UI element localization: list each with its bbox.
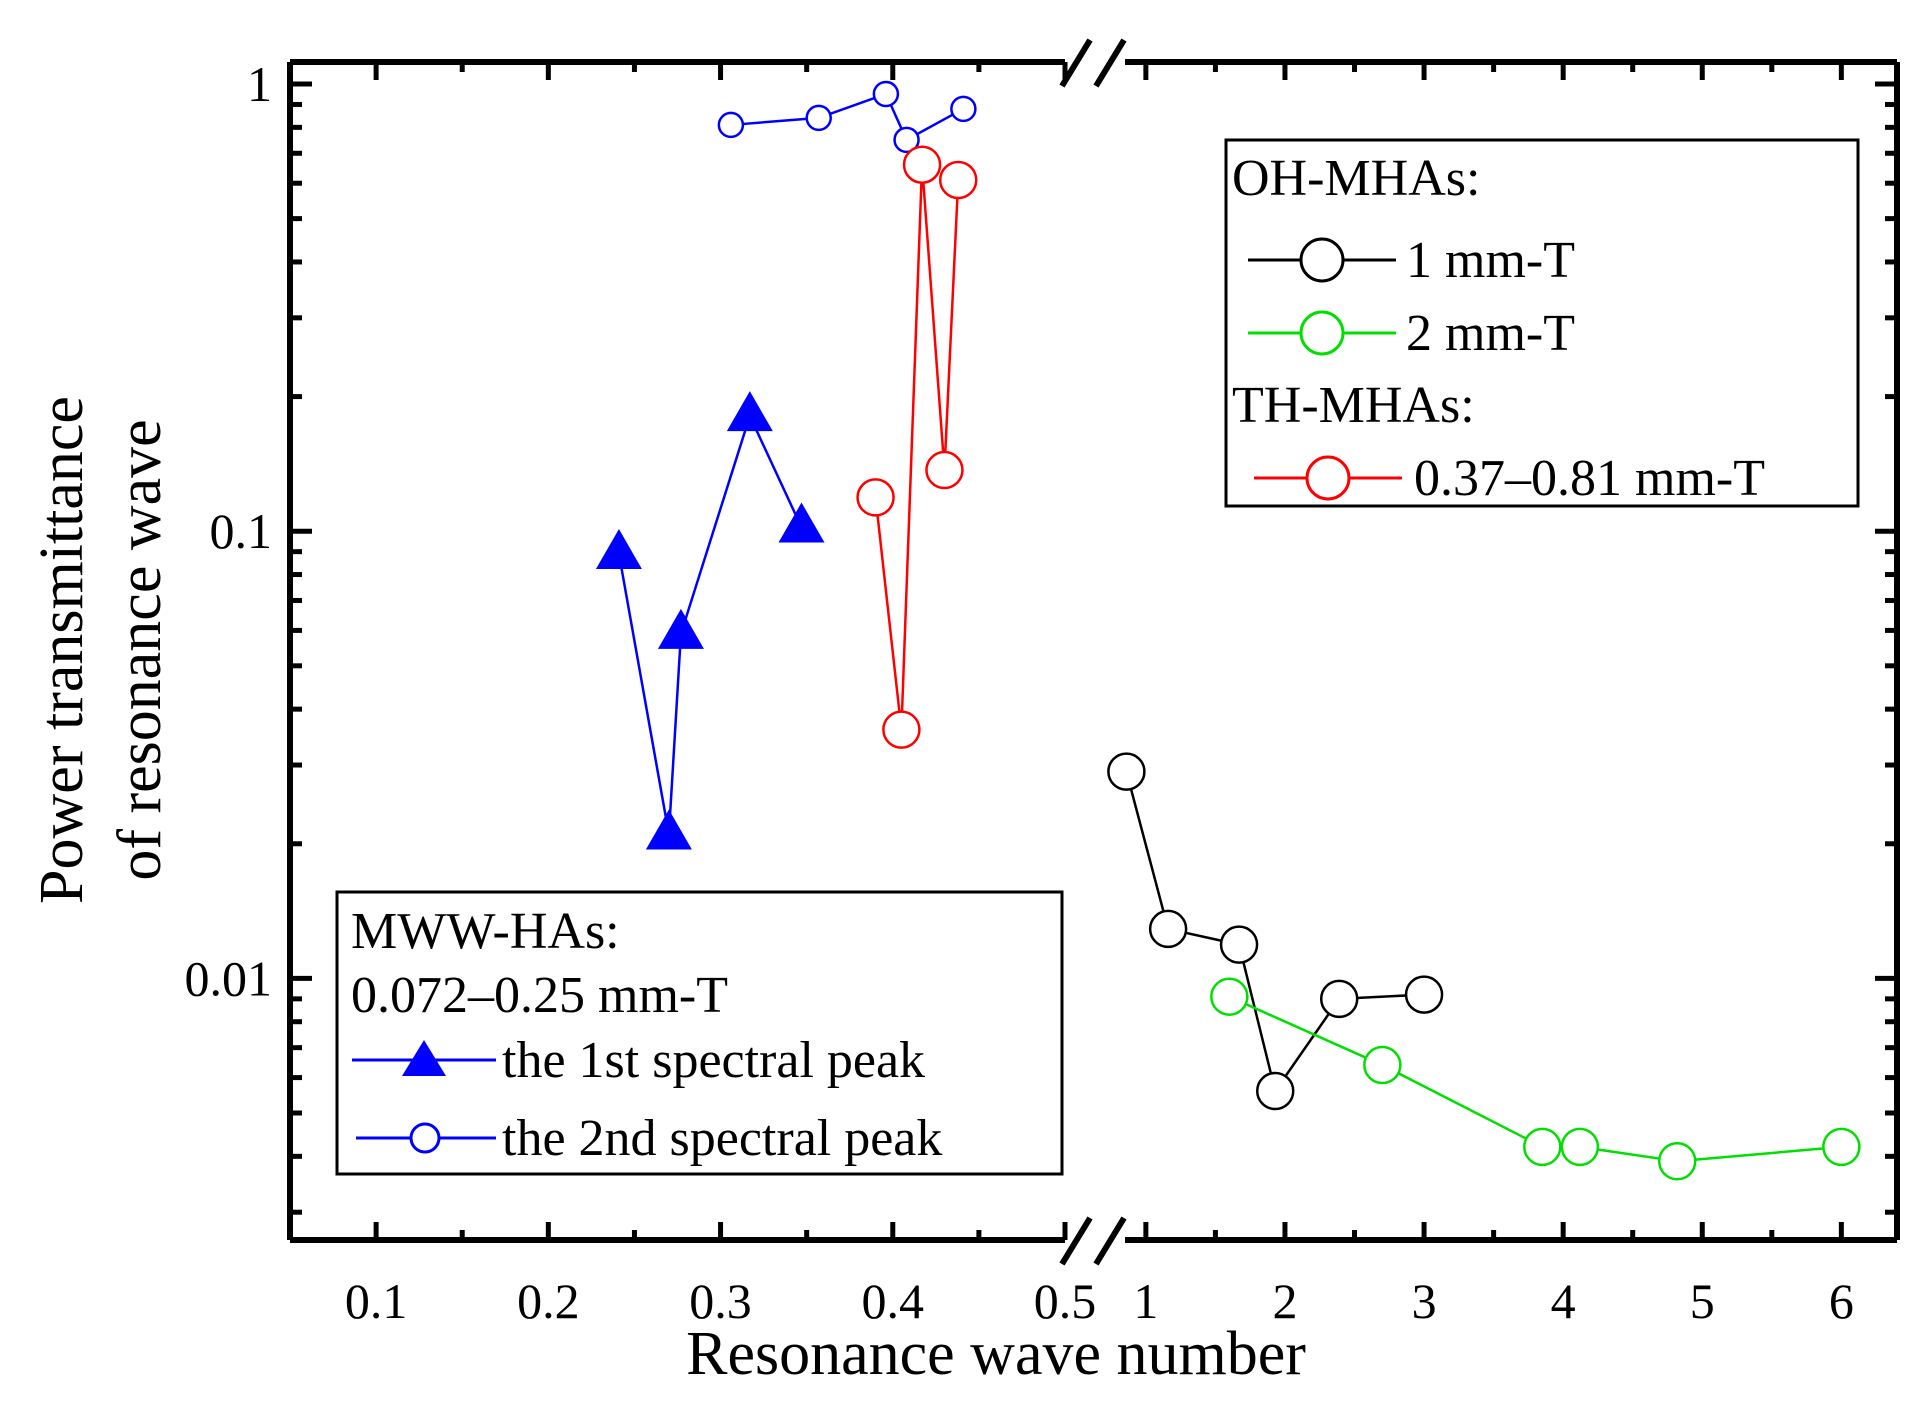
legend-label-2mm: 2 mm-T (1406, 305, 1575, 362)
plot-frame (287, 59, 1900, 1243)
y-tick-label: 0.1 (210, 503, 273, 559)
data-point (1523, 1127, 1562, 1167)
y-tick-label: 0.01 (185, 950, 273, 1006)
series-0-37-0-81-mm-t (856, 145, 978, 749)
legend-marker-1mm (1299, 237, 1345, 283)
legend-marker-2mm (1299, 310, 1345, 356)
legend-label-2nd-peak: the 2nd spectral peak (502, 1110, 942, 1167)
data-point (717, 111, 745, 139)
x-tick-label: 0.2 (517, 1273, 580, 1329)
x-tick-label: 1 (1133, 1273, 1158, 1329)
data-point (893, 126, 920, 154)
data-series (595, 80, 1861, 1181)
legend-label-1st-peak: the 1st spectral peak (502, 1032, 925, 1089)
legend-marker-1st-peak (402, 1040, 446, 1076)
legend-bottom-left: MWW-HAs: 0.072–0.25 mm-T the 1st spectra… (335, 890, 1064, 1176)
x-tick-label: 2 (1272, 1273, 1297, 1329)
series-2-mm-t (1210, 977, 1861, 1181)
x-tick-label: 0.4 (862, 1273, 925, 1329)
legend-heading-mww-has: MWW-HAs: (351, 903, 620, 960)
data-point (1363, 1045, 1402, 1085)
x-tick-label: 0.5 (1034, 1273, 1097, 1329)
legend-marker-2nd-peak (409, 1122, 441, 1154)
legend-heading-range: 0.072–0.25 mm-T (351, 967, 728, 1024)
data-point (595, 529, 642, 570)
x-tick-label: 0.1 (345, 1273, 408, 1329)
data-point (1319, 979, 1359, 1019)
data-point (856, 478, 895, 517)
data-point (1107, 752, 1146, 791)
legend-label-th: 0.37–0.81 mm-T (1414, 450, 1765, 507)
data-point (925, 450, 964, 490)
data-point (657, 608, 704, 649)
axis-ticks (287, 62, 1897, 1240)
series-the-2nd-spectral-peak (717, 80, 977, 154)
data-point (1822, 1127, 1861, 1167)
x-tick-label: 5 (1690, 1273, 1715, 1329)
legend-marker-th (1305, 455, 1351, 501)
series-the-1st-spectral-peak (595, 391, 825, 850)
y-axis-label-line-1: Power transmittance (28, 396, 96, 904)
axis-break-bottom (1059, 1216, 1127, 1266)
data-point (902, 145, 942, 184)
data-point (882, 710, 921, 749)
series-1-mm-t (1107, 752, 1444, 1111)
data-point (872, 80, 900, 108)
data-point (726, 391, 773, 432)
data-point (950, 95, 977, 123)
legend-top-right: OH-MHAs: 1 mm-T 2 mm-T TH-MHAs: 0.37–0.8… (1224, 138, 1860, 508)
data-point (1219, 925, 1259, 964)
data-point (778, 502, 825, 543)
legend-heading-oh-mhas: OH-MHAs: (1232, 150, 1480, 207)
x-tick-label: 4 (1551, 1273, 1576, 1329)
x-tick-labels-right: 1 2 3 4 5 6 (1133, 1273, 1853, 1329)
data-point (1560, 1127, 1600, 1167)
x-tick-labels-left: 0.1 0.2 0.3 0.4 0.5 (345, 1273, 1096, 1329)
legend-label-1mm: 1 mm-T (1406, 232, 1575, 289)
data-point (645, 809, 692, 850)
data-point (805, 104, 832, 132)
legend-bottom-left-box (335, 890, 1064, 1176)
data-point (1657, 1142, 1697, 1181)
data-point (938, 160, 978, 200)
data-point (1404, 975, 1444, 1014)
x-tick-label: 6 (1829, 1273, 1854, 1329)
y-tick-label: 1 (247, 56, 272, 112)
x-tick-label: 0.3 (689, 1273, 752, 1329)
data-point (1255, 1071, 1295, 1111)
data-point (1148, 909, 1188, 949)
y-tick-labels: 1 0.1 0.01 (185, 56, 273, 1006)
x-axis-label: Resonance wave number (686, 1320, 1306, 1388)
legend-heading-th-mhas: TH-MHAs: (1232, 377, 1475, 434)
x-tick-label: 3 (1412, 1273, 1437, 1329)
data-point (1210, 977, 1249, 1016)
y-axis-label-line-2: of resonance wave (106, 419, 174, 880)
